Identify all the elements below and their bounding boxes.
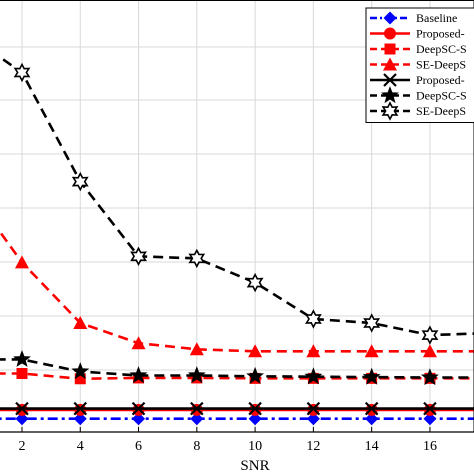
- x-tick-label-16: 16: [423, 439, 437, 454]
- point-3-8: [422, 344, 437, 358]
- legend-marker-2: [384, 43, 396, 55]
- x-tick-label-10: 10: [248, 439, 262, 454]
- legend-label-2: DeepSC-S: [416, 42, 467, 56]
- point-6-1: [13, 62, 31, 83]
- legend-label-5: DeepSC-S: [416, 89, 467, 103]
- point-5-7: [362, 367, 381, 385]
- point-0-7: [365, 412, 379, 426]
- point-4-4: [190, 401, 204, 416]
- legend-label-1: Proposed-: [416, 27, 465, 41]
- legend-marker-5: [381, 86, 399, 104]
- legend-marker-0: [383, 11, 397, 25]
- point-5-2: [71, 362, 90, 380]
- point-5-3: [129, 366, 148, 384]
- legend-label-0: Baseline: [416, 11, 457, 25]
- series-layer: [0, 55, 474, 426]
- point-6-2: [71, 171, 89, 192]
- x-tick-label-2: 2: [18, 439, 25, 454]
- point-0-8: [423, 412, 437, 426]
- series-line-6: [0, 55, 474, 337]
- point-3-3: [131, 336, 146, 350]
- point-0-3: [132, 412, 146, 426]
- point-0-2: [73, 412, 87, 426]
- point-4-3: [131, 401, 146, 416]
- grid: [0, 0, 474, 432]
- point-3-1: [14, 255, 29, 269]
- point-3-4: [189, 342, 204, 356]
- point-0-4: [190, 412, 204, 426]
- point-5-4: [187, 366, 206, 384]
- legend-marker-3: [383, 57, 397, 71]
- series-line-3: [0, 229, 474, 353]
- point-0-5: [248, 412, 262, 426]
- series-6: [0, 55, 474, 345]
- x-tick-label-8: 8: [193, 439, 200, 454]
- legend-label-3: SE-DeepS: [416, 58, 466, 72]
- x-tick-label-6: 6: [135, 439, 142, 454]
- point-5-8: [420, 368, 439, 386]
- point-5-6: [304, 367, 323, 385]
- series-3: [0, 229, 474, 358]
- point-2-2: [74, 373, 86, 385]
- point-4-8: [423, 401, 437, 416]
- point-6-3: [130, 246, 148, 266]
- legend: BaselineProposed-DeepSC-SSE-DeepSPropose…: [365, 7, 474, 123]
- point-4-6: [306, 401, 321, 416]
- legend-label-6: SE-DeepS: [416, 104, 466, 118]
- series-5: [0, 350, 474, 386]
- point-6-7: [363, 313, 381, 333]
- point-6-4: [188, 248, 206, 269]
- point-3-7: [364, 344, 379, 358]
- series-0: [0, 412, 474, 426]
- point-4-7: [364, 401, 379, 416]
- point-5-5: [246, 366, 265, 384]
- x-tick-label-12: 12: [306, 439, 320, 454]
- point-4-2: [73, 401, 88, 416]
- point-5-1: [13, 350, 31, 367]
- legend-marker-4: [383, 73, 397, 87]
- x-tick-label-4: 4: [77, 439, 84, 454]
- point-6-6: [305, 309, 322, 329]
- point-3-5: [248, 344, 263, 358]
- point-6-5: [246, 272, 264, 293]
- series-4: [0, 401, 474, 416]
- point-4-1: [15, 401, 29, 416]
- legend-label-4: Proposed-: [416, 73, 465, 87]
- point-2-1: [16, 368, 28, 379]
- x-axis-label: SNR: [240, 458, 269, 474]
- point-6-8: [421, 325, 439, 345]
- series-line-5: [0, 358, 474, 379]
- point-3-6: [306, 344, 321, 358]
- point-4-5: [248, 401, 262, 416]
- point-3-2: [73, 316, 88, 329]
- x-tick-label-14: 14: [365, 439, 379, 454]
- axes: 2 4 6 8 10 12 14 16: [0, 0, 474, 454]
- legend-marker-6: [381, 101, 399, 121]
- point-0-1: [15, 412, 29, 426]
- point-0-6: [306, 412, 320, 426]
- legend-marker-1: [384, 27, 396, 40]
